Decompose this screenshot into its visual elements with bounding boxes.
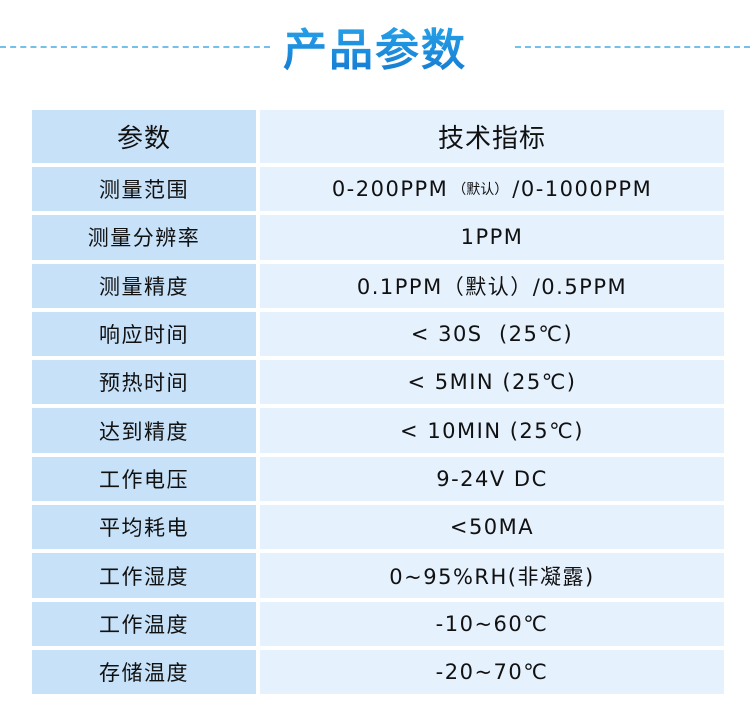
- param-cell: 工作电压: [32, 456, 256, 502]
- param-cell: 测量分辨率: [32, 215, 256, 260]
- spec-table: 参数 技术指标 测量范围 0-200PPM （默认）/0-1000PPM 测量分辨…: [32, 110, 724, 695]
- value-cell: < 5MIN (25℃): [260, 360, 724, 405]
- value-cell: <50MA: [260, 505, 724, 550]
- param-cell: 工作湿度: [32, 553, 256, 598]
- title-divider-left: [0, 46, 270, 48]
- param-cell: 测量范围: [32, 167, 256, 212]
- param-cell: 达到精度: [32, 408, 256, 453]
- header-param: 参数: [32, 110, 256, 163]
- page-title: 产品参数: [0, 14, 750, 78]
- value-cell: 0~95%RH(非凝露): [260, 553, 724, 598]
- value-note: （默认）: [452, 182, 509, 199]
- value-cell: < 10MIN (25℃): [260, 408, 724, 453]
- param-cell: 预热时间: [32, 360, 256, 405]
- header-spec: 技术指标: [260, 110, 724, 163]
- title-divider-right: [515, 46, 750, 48]
- value-text: 0-200PPM: [331, 177, 449, 202]
- value-cell: 1PPM: [260, 215, 724, 260]
- param-cell: 平均耗电: [32, 505, 256, 550]
- value-cell: 0-200PPM （默认）/0-1000PPM: [260, 167, 724, 212]
- param-cell: 响应时间: [32, 311, 256, 357]
- param-cell: 测量精度: [32, 263, 256, 308]
- value-cell: -20~70℃: [260, 649, 724, 695]
- value-cell: 0.1PPM（默认）/0.5PPM: [260, 263, 724, 308]
- value-cell: < 30S (25℃): [260, 311, 724, 357]
- param-cell: 存储温度: [32, 649, 256, 695]
- value-cell: -10~60℃: [260, 601, 724, 646]
- param-cell: 工作温度: [32, 601, 256, 646]
- value-text-2: /0-1000PPM: [512, 177, 653, 202]
- value-cell: 9-24V DC: [260, 456, 724, 502]
